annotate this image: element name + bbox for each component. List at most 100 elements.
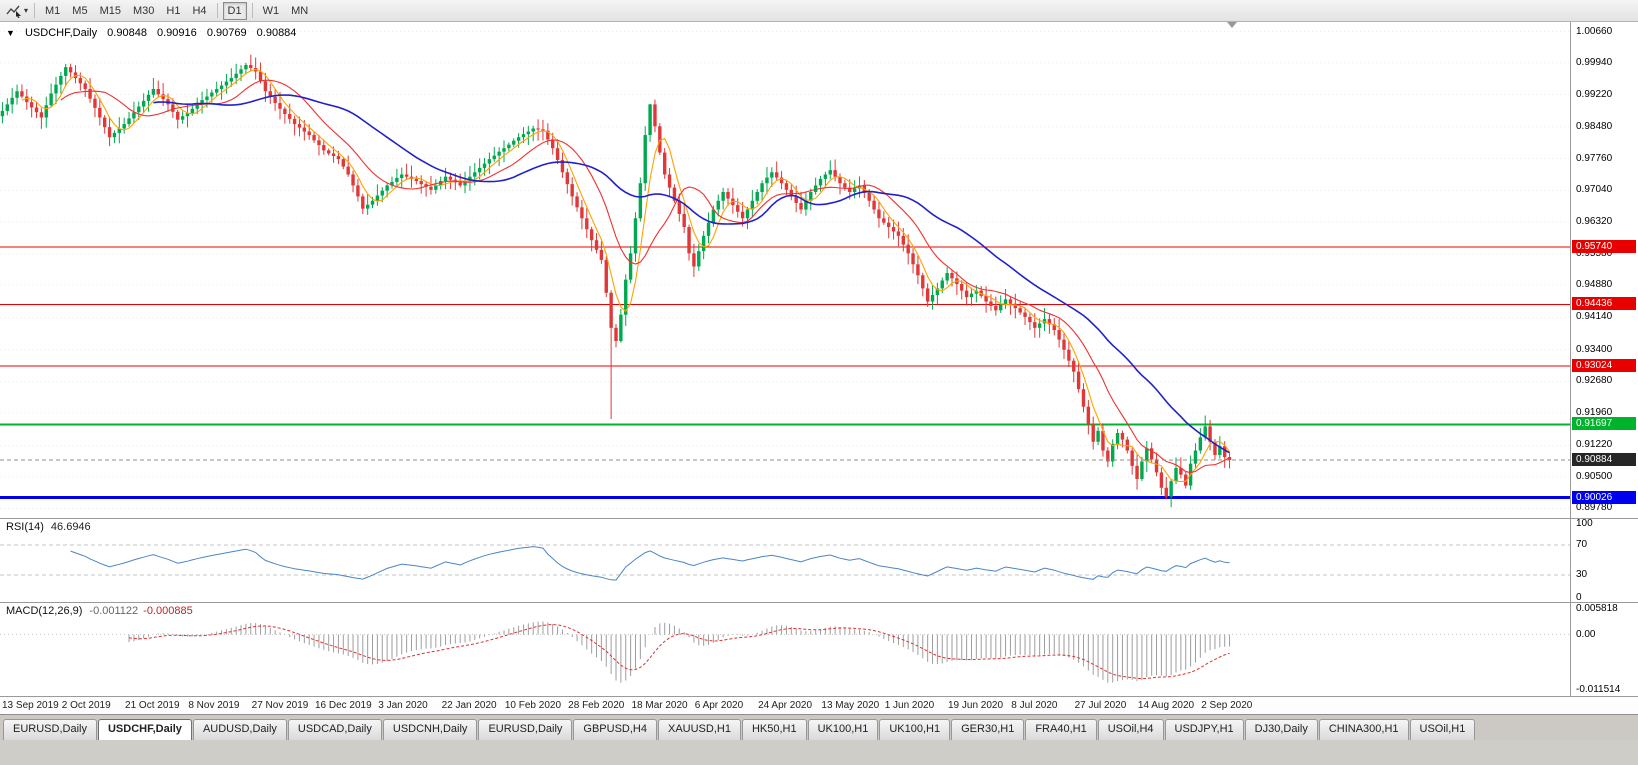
horizontal-level-lines[interactable] [0, 246, 1570, 500]
tab-china300-h1[interactable]: CHINA300,H1 [1318, 719, 1409, 740]
tab-usoil-h4[interactable]: USOil,H4 [1097, 719, 1164, 740]
price-label-support-blue: 0.90026 [1572, 490, 1636, 504]
timeframe-m15[interactable]: M15 [95, 2, 126, 20]
time-axis-label: 1 Jun 2020 [884, 700, 935, 711]
time-axis-label: 2 Sep 2020 [1201, 700, 1253, 711]
chart-tabs-bar: EURUSD,Daily USDCHF,Daily AUDUSD,Daily USDC… [0, 714, 1638, 740]
price-axis-label: 0.91220 [1576, 439, 1613, 451]
timeframes-toolbar: ▾ M1 M5 M15 M30 H1 H4 D1 W1 MN [0, 0, 1638, 22]
toolbar-separator [34, 3, 36, 18]
tab-dj30-daily[interactable]: DJ30,Daily [1244, 719, 1318, 740]
tab-ger30-h1[interactable]: GER30,H1 [951, 719, 1025, 740]
timeframe-h1[interactable]: H1 [161, 2, 185, 20]
tab-fra40-h1[interactable]: FRA40,H1 [1025, 719, 1097, 740]
rsi-plot[interactable] [0, 518, 1570, 602]
timeframe-buttons: M1 M5 M15 M30 H1 H4 D1 W1 MN [39, 1, 314, 20]
ma-slow [153, 94, 1230, 454]
macd-panel: 0.005818 0.00 -0.011514 MACD(12,26,9) -0.00… [0, 602, 1638, 696]
dropdown-arrow-icon[interactable]: ▾ [24, 6, 29, 15]
time-axis-label: 10 Feb 2020 [504, 700, 562, 711]
time-axis-label: 24 Apr 2020 [758, 700, 813, 711]
tab-usoil-h1[interactable]: USOil,H1 [1409, 719, 1476, 740]
rsi-panel: 100 70 30 0 RSI(14) 46.6946 [0, 518, 1638, 602]
timeframe-m30[interactable]: M30 [128, 2, 159, 20]
rsi-axis-label: 30 [1576, 569, 1588, 581]
tab-usdjpy-h1[interactable]: USDJPY,H1 [1164, 719, 1244, 740]
current-price-label: 0.90884 [1572, 452, 1636, 466]
time-axis-label: 13 Sep 2019 [2, 700, 59, 711]
tab-uk100-h1[interactable]: UK100,H1 [879, 719, 951, 740]
timeframe-mn[interactable]: MN [286, 2, 313, 20]
macd-signal-value: -0.000885 [143, 605, 193, 617]
macd-plot[interactable] [0, 602, 1570, 696]
price-axis-label: 0.99220 [1576, 88, 1613, 100]
time-axis-label: 19 Jun 2020 [948, 700, 1004, 711]
timeframe-h4[interactable]: H4 [187, 2, 211, 20]
candlestick-chart[interactable] [0, 22, 1570, 518]
price-axis-label: 0.91960 [1576, 406, 1613, 418]
macd-main-value: -0.001122 [89, 605, 139, 617]
chart-cursor-icon[interactable] [4, 2, 24, 20]
time-axis-label: 28 Feb 2020 [568, 700, 625, 711]
price-label-resistance-3: 0.93024 [1572, 359, 1636, 373]
tab-eurusd-daily[interactable]: EURUSD,Daily [3, 719, 97, 740]
macd-header: MACD(12,26,9) -0.001122 -0.000885 [6, 605, 193, 617]
ma-mid [60, 79, 1230, 474]
time-axis-label: 6 Apr 2020 [694, 700, 744, 711]
price-axis-label: 0.93400 [1576, 343, 1613, 355]
price-axis-label: 0.98480 [1576, 121, 1613, 133]
tab-uk100-h1[interactable]: UK100,H1 [807, 719, 879, 740]
time-axis-label: 18 Mar 2020 [631, 700, 688, 711]
tab-xauusd-h1[interactable]: XAUUSD,H1 [657, 719, 741, 740]
rsi-label: RSI(14) [6, 521, 44, 533]
rsi-axis-label: 100 [1576, 518, 1593, 529]
tab-audusd-daily[interactable]: AUDUSD,Daily [192, 719, 287, 740]
macd-axis: 0.005818 0.00 -0.011514 [1570, 602, 1638, 696]
time-axis-label: 21 Oct 2019 [125, 700, 180, 711]
rsi-line [70, 546, 1230, 581]
price-axis-label: 0.99940 [1576, 57, 1613, 69]
tab-usdcnh-daily[interactable]: USDCNH,Daily [382, 719, 478, 740]
time-axis-label: 22 Jan 2020 [441, 700, 497, 711]
price-axis[interactable]: 1.00660 0.99940 0.99220 0.98480 0.97760 0.970… [1570, 22, 1638, 518]
timeframe-m5[interactable]: M5 [67, 2, 92, 20]
tab-gbpusd-h4[interactable]: GBPUSD,H4 [573, 719, 657, 740]
panel-divider[interactable] [0, 602, 1638, 603]
symbol-ohlc: ▼ USDCHF,Daily 0.90848 0.90916 0.90769 0… [6, 27, 303, 39]
tab-usdchf-daily[interactable]: USDCHF,Daily [97, 719, 192, 740]
time-axis-label: 8 Nov 2019 [188, 700, 240, 711]
price-axis-label: 0.97760 [1576, 152, 1613, 164]
timeframe-m1[interactable]: M1 [40, 2, 65, 20]
price-axis-label: 0.94140 [1576, 311, 1613, 323]
price-axis-label: 0.97040 [1576, 184, 1613, 196]
open-value: 0.90848 [107, 27, 147, 39]
time-axis-label: 27 Nov 2019 [251, 700, 309, 711]
rsi-value: 46.6946 [50, 521, 91, 533]
time-axis-label: 2 Oct 2019 [61, 700, 111, 711]
timeframe-d1[interactable]: D1 [222, 1, 247, 20]
rsi-axis-label: 70 [1576, 538, 1588, 550]
time-axis-label: 16 Dec 2019 [314, 700, 372, 711]
rsi-header: RSI(14) 46.6946 [6, 521, 91, 533]
rsi-axis: 100 70 30 0 [1570, 518, 1638, 602]
timeframe-w1[interactable]: W1 [258, 2, 285, 20]
chart-shift-marker-icon[interactable] [1227, 22, 1237, 28]
tab-hk50-h1[interactable]: HK50,H1 [741, 719, 807, 740]
macd-signal-line [128, 624, 1230, 680]
grid-lines [0, 31, 1570, 509]
macd-axis-label: -0.011514 [1576, 684, 1621, 695]
price-axis-label: 0.96320 [1576, 215, 1613, 227]
chart-cursor-glyph [6, 5, 21, 18]
tab-usdcad-daily[interactable]: USDCAD,Daily [287, 719, 382, 740]
one-click-trading-arrow-icon[interactable]: ▼ [6, 28, 15, 38]
price-axis-label: 1.00660 [1576, 25, 1613, 37]
toolbar-separator [251, 3, 253, 18]
window-bottom [0, 740, 1638, 765]
price-axis-label: 0.94880 [1576, 278, 1613, 290]
macd-histogram [128, 621, 1231, 683]
panel-divider[interactable] [0, 518, 1638, 519]
time-axis[interactable]: 13 Sep 2019 2 Oct 2019 21 Oct 2019 8 Nov 20… [0, 696, 1638, 714]
tab-eurusd-daily[interactable]: EURUSD,Daily [478, 719, 573, 740]
macd-axis-label: 0.00 [1576, 628, 1596, 640]
